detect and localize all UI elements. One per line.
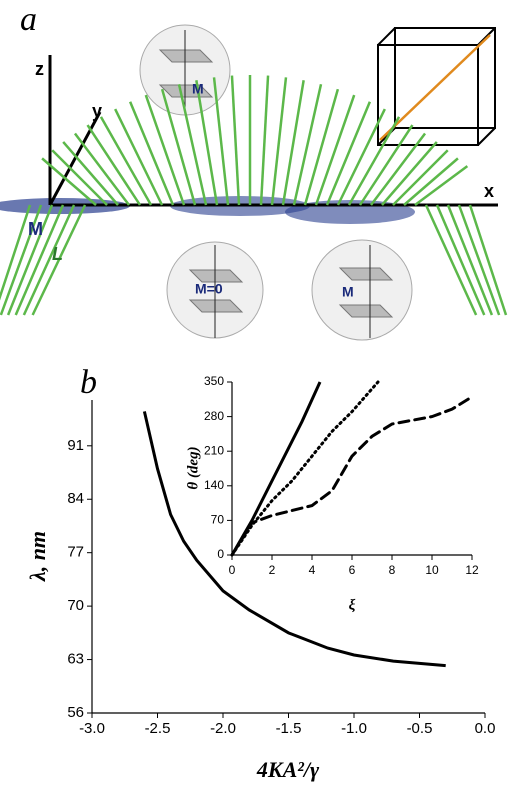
spin-arrow: [73, 132, 130, 206]
y-tick-label: 0: [217, 547, 224, 561]
spin-arrow: [325, 101, 372, 206]
spin-arrow: [128, 101, 175, 206]
x-tick-label: -3.0: [79, 720, 105, 737]
spin-arrow: [468, 204, 508, 316]
planes: [158, 49, 394, 318]
y-tick-label: 210: [204, 443, 224, 457]
circle-label: M: [342, 284, 354, 300]
y-tick-label: 70: [67, 597, 84, 614]
vector-label: M: [28, 219, 43, 239]
y-tick-label: 280: [204, 409, 224, 423]
x-tick-label: 0: [229, 563, 236, 577]
spin-arrow: [86, 124, 142, 206]
y-tick-label: 56: [67, 704, 84, 721]
x-tick-label: -1.0: [341, 720, 367, 737]
x-tick-label: 4: [309, 563, 316, 577]
illustration: [0, 24, 508, 341]
axis-label: z: [35, 59, 44, 79]
spin-arrow: [292, 83, 323, 206]
y-tick-label: 91: [67, 437, 84, 454]
spin-arrow: [230, 75, 241, 206]
spin-arrow: [6, 204, 54, 316]
x-tick-label: 0.0: [475, 720, 496, 737]
spin-arrow: [22, 204, 76, 316]
y-tick-label: 84: [67, 490, 84, 507]
spin-arrow: [347, 116, 401, 206]
spin-arrow: [414, 165, 469, 207]
y-tick-label: 140: [204, 478, 224, 492]
spin-arrow: [144, 94, 186, 206]
circle-label: M=0: [195, 281, 223, 297]
line: [230, 395, 474, 557]
spin-arrow: [446, 204, 494, 316]
y-tick-label: 70: [211, 513, 225, 527]
spin-arrow: [392, 149, 449, 206]
cube: [377, 27, 496, 146]
y-tick-label: 63: [67, 651, 84, 668]
x-tick-label: -0.5: [407, 720, 433, 737]
spin-arrow: [370, 132, 427, 206]
spin-arrow: [212, 77, 230, 206]
x-tick-label: 10: [425, 563, 439, 577]
spin-arrow: [259, 75, 270, 206]
x-tick-label: 8: [389, 563, 396, 577]
axis-label: y: [92, 101, 102, 121]
x-tick-label: -2.0: [210, 720, 236, 737]
vector-label: L: [52, 244, 63, 264]
x-tick-label: 2: [269, 563, 276, 577]
spin-arrow: [336, 108, 386, 206]
x-tick-label: 12: [465, 563, 479, 577]
x-tick-label: -1.5: [276, 720, 302, 737]
spin-arrow: [424, 204, 478, 316]
spin-arrow: [303, 88, 340, 206]
y-tick-label: 77: [67, 544, 84, 561]
y-tick-label: 350: [204, 374, 224, 388]
spin-arrow: [457, 204, 501, 316]
spin-arrow: [0, 204, 43, 316]
x-tick-label: 6: [349, 563, 356, 577]
line: [230, 381, 322, 556]
panel-label: a: [20, 1, 37, 38]
y-axis-title: θ (deg): [185, 446, 201, 489]
spin-arrow: [41, 157, 97, 206]
line: [142, 411, 446, 668]
spin-arrow: [51, 149, 108, 206]
spin-arrow: [14, 204, 65, 316]
spin-arrow: [0, 204, 32, 301]
spin-arrow: [62, 141, 119, 206]
axis-label: x: [484, 181, 494, 201]
spin-arrow: [270, 77, 288, 206]
x-axis-title: ξ: [349, 597, 356, 613]
x-axis-title: 4KA²/γ: [256, 757, 320, 782]
spin-arrow: [435, 204, 486, 316]
spin-arrow: [160, 88, 197, 206]
spin-arrow: [99, 116, 153, 206]
x-tick-label: -2.5: [145, 720, 171, 737]
spin-arrow: [403, 157, 459, 206]
y-axis-title: λ, nm: [25, 531, 50, 582]
spin-arrow: [281, 80, 305, 206]
spin-arrow: [381, 141, 438, 206]
spin-arrow: [195, 80, 219, 206]
detail-circle: [311, 239, 413, 341]
panel-label: b: [80, 364, 97, 401]
spin-arrow: [314, 94, 356, 206]
spin-arrow: [358, 124, 414, 206]
axis-y: [48, 111, 102, 206]
spin-arrow: [114, 108, 164, 206]
line: [230, 380, 380, 557]
spin-arrow: [177, 83, 208, 206]
circle-label: M: [192, 81, 204, 97]
spin-arrow: [31, 204, 87, 316]
